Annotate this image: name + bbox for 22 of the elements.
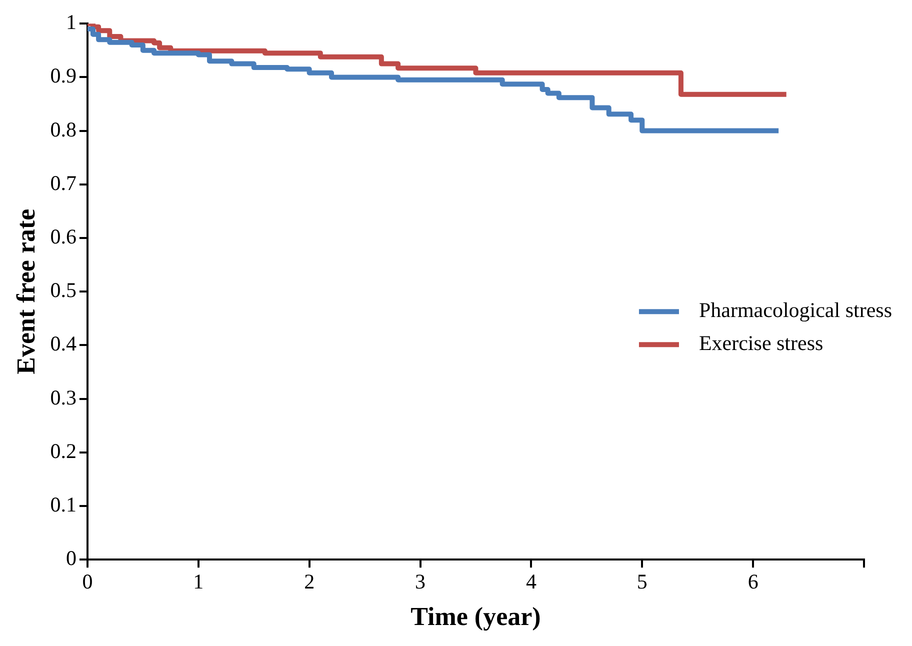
x-axis-title: Time (year) [410, 602, 541, 632]
y-tick-label: 0.2 [50, 438, 76, 463]
y-tick-label: 0.8 [50, 117, 76, 142]
y-tick-label: 1 [66, 10, 76, 34]
x-tick-label: 1 [193, 570, 204, 594]
x-tick-label: 5 [636, 570, 648, 594]
y-axis-title: Event free rate [11, 208, 40, 374]
legend-label: Pharmacological stress [698, 298, 892, 322]
x-tick-label: 3 [415, 570, 426, 594]
y-tick-label: 0.4 [50, 332, 77, 356]
y-tick-label: 0.7 [50, 170, 76, 195]
legend-label: Exercise stress [698, 331, 824, 356]
x-tick-label: 2 [304, 570, 315, 594]
y-tick-label: 0.1 [50, 492, 76, 517]
x-tick-label: 6 [748, 570, 758, 594]
y-tick-label: 0.6 [50, 224, 76, 249]
y-tick-label: 0.5 [50, 278, 76, 302]
x-tick-label: 0 [82, 570, 93, 594]
y-tick-label: 0.3 [50, 385, 76, 410]
y-tick-label: 0 [66, 546, 76, 570]
x-tick-label: 4 [526, 570, 537, 594]
y-tick-label: 0.9 [50, 64, 76, 88]
